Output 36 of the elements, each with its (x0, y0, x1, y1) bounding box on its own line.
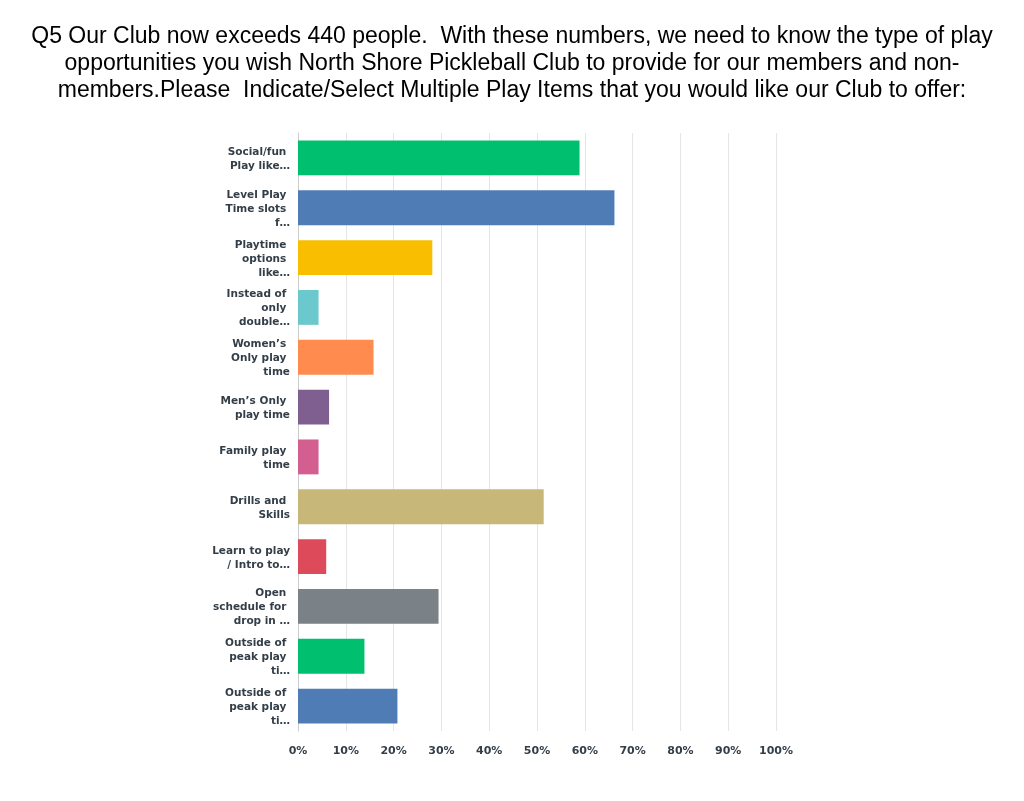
bar (298, 439, 319, 475)
y-tick-label: Learn to play/ Intro to… (212, 543, 291, 570)
bar (298, 140, 580, 176)
y-tick-label: Open schedule for drop in … (212, 586, 290, 627)
x-tick-label: 90% (715, 743, 742, 757)
x-tick-label: 30% (428, 743, 455, 757)
y-tick-label: Outside of peak play ti… (225, 685, 290, 726)
bar (298, 289, 319, 325)
bar (298, 190, 615, 225)
bar (298, 339, 374, 375)
y-tick-label: Men’s Only play time (220, 393, 290, 420)
bar (298, 489, 544, 524)
bar (298, 538, 327, 574)
bar (298, 389, 330, 425)
y-tick-label: Drills and Skills (229, 493, 290, 520)
x-tick-label: 50% (523, 743, 551, 757)
bar (298, 588, 439, 624)
x-tick-label: 80% (667, 743, 694, 757)
y-tick-label: Instead of only double… (226, 287, 290, 328)
y-tick-label: Social/fun Play like… (227, 144, 290, 171)
x-tick-label: 70% (619, 743, 646, 757)
x-tick-label: 100% (759, 743, 793, 757)
x-tick-label: 20% (380, 743, 407, 757)
bar (298, 638, 365, 674)
y-tick-label: Outside of peak play ti… (225, 635, 290, 676)
bar (298, 239, 433, 275)
y-tick-label: Level Play Time slots f… (225, 187, 290, 228)
x-tick-label: 40% (476, 743, 503, 757)
x-tick-label: 10% (332, 743, 359, 757)
y-tick-label: Family play time (219, 443, 290, 470)
x-tick-label: 60% (571, 743, 598, 757)
x-tick-label: 0% (288, 743, 308, 757)
y-tick-label: Playtime options like… (234, 237, 290, 278)
chart-title: Q5 Our Club now exceeds 440 people. With these numbers, we need to know the type of play opportunities you wish North Shore Pickleball Club to provide for our members and non-members.Please Indicate/Select Multiple Play Items that you would like our Club to offer: (30, 21, 994, 103)
bar (298, 688, 398, 724)
y-tick-label: Women’s Only play time (231, 336, 290, 377)
